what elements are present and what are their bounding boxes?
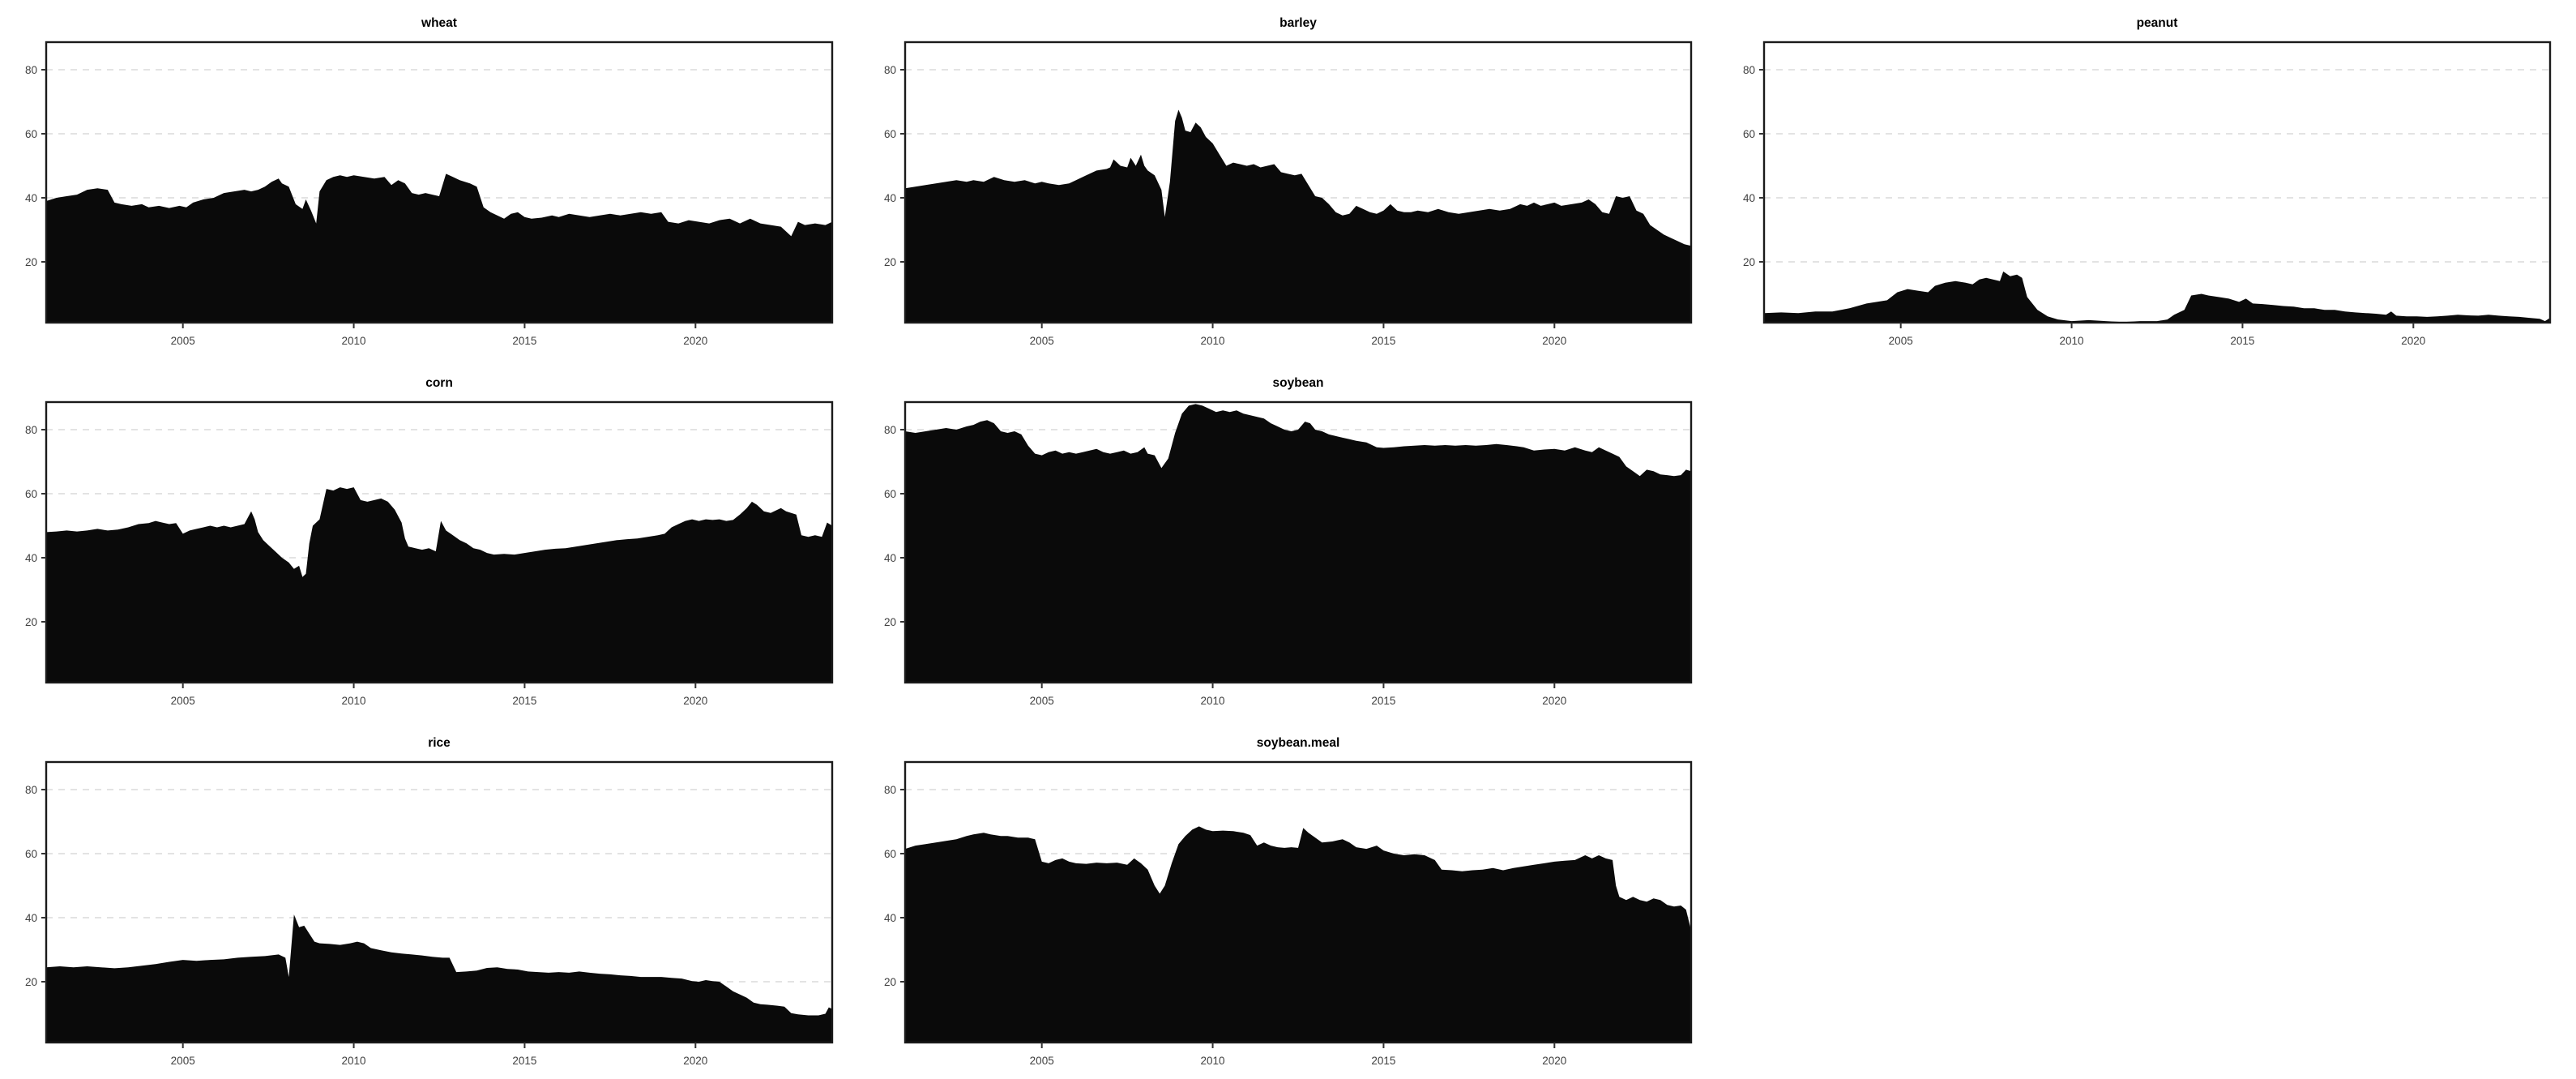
x-tick-label-2015: 2015 (1371, 335, 1395, 347)
area-series-corn (46, 487, 832, 683)
area-series-wheat (46, 173, 832, 323)
y-tick-label-20: 20 (1743, 256, 1755, 268)
y-tick-label-20: 20 (25, 976, 37, 988)
facet-corn: 20 40 60 80 2005 2010 2015 2020 corn (0, 360, 859, 720)
facet-title-wheat: wheat (421, 16, 457, 30)
y-tick-label-40: 40 (1743, 192, 1755, 204)
facet-barley: 20 40 60 80 2005 2010 2015 2020 barley (859, 0, 1718, 360)
y-tick-label-80: 80 (25, 424, 37, 436)
facet-title-soybean.meal: soybean.meal (1257, 736, 1340, 750)
panel-border (45, 400, 834, 684)
x-tick-label-2020: 2020 (1542, 335, 1566, 347)
area-series-soybean.meal (905, 826, 1691, 1043)
x-tick-label-2020: 2020 (683, 695, 707, 707)
panel-border (904, 760, 1693, 1044)
y-tick-label-40: 40 (884, 912, 896, 924)
x-tick-label-2020: 2020 (1542, 695, 1566, 707)
y-tick-label-20: 20 (884, 256, 896, 268)
x-tick-label-2020: 2020 (1542, 1055, 1566, 1067)
empty-cell (1718, 360, 2576, 720)
facet-title-soybean: soybean (1273, 376, 1324, 390)
y-tick-label-40: 40 (884, 192, 896, 204)
y-tick-label-80: 80 (884, 424, 896, 436)
y-tick-label-60: 60 (25, 848, 37, 860)
area-series-soybean (905, 404, 1691, 683)
facet-plot-soybean: 20 40 60 80 2005 2010 2015 2020 soybean (884, 376, 1693, 707)
facet-rice: 20 40 60 80 2005 2010 2015 2020 rice (0, 720, 859, 1079)
x-tick-label-2010: 2010 (342, 695, 366, 707)
facet-plot-barley: 20 40 60 80 2005 2010 2015 2020 barley (884, 16, 1693, 347)
x-tick-label-2010: 2010 (342, 1055, 366, 1067)
y-tick-label-20: 20 (884, 976, 896, 988)
x-tick-label-2015: 2015 (512, 695, 536, 707)
y-tick-label-60: 60 (884, 488, 896, 500)
x-tick-label-2005: 2005 (1030, 1055, 1054, 1067)
x-tick-label-2005: 2005 (171, 695, 195, 707)
facet-title-barley: barley (1279, 16, 1317, 30)
facet-title-corn: corn (425, 376, 453, 390)
x-tick-label-2010: 2010 (1201, 695, 1225, 707)
x-tick-label-2015: 2015 (2230, 335, 2254, 347)
panel-border (1762, 41, 2552, 324)
facet-plot-rice: 20 40 60 80 2005 2010 2015 2020 rice (25, 736, 834, 1067)
panel-border (904, 400, 1693, 684)
x-tick-label-2020: 2020 (683, 1055, 707, 1067)
y-tick-label-80: 80 (25, 784, 37, 796)
y-tick-label-60: 60 (25, 488, 37, 500)
area-series-barley (905, 109, 1691, 323)
area-series-rice (46, 914, 832, 1043)
y-tick-label-40: 40 (25, 912, 37, 924)
x-tick-label-2005: 2005 (171, 335, 195, 347)
y-tick-label-40: 40 (25, 192, 37, 204)
facet-title-rice: rice (428, 736, 451, 750)
y-tick-label-60: 60 (1743, 128, 1755, 140)
y-tick-label-40: 40 (884, 552, 896, 564)
x-tick-label-2005: 2005 (1889, 335, 1913, 347)
x-tick-label-2010: 2010 (342, 335, 366, 347)
y-tick-label-40: 40 (25, 552, 37, 564)
empty-cell (1718, 720, 2576, 1079)
x-tick-label-2015: 2015 (512, 335, 536, 347)
y-tick-label-80: 80 (884, 64, 896, 76)
facet-plot-wheat: 20 40 60 80 2005 2010 2015 2020 wheat (25, 16, 834, 347)
x-tick-label-2015: 2015 (1371, 1055, 1395, 1067)
x-tick-label-2005: 2005 (1030, 335, 1054, 347)
area-series-peanut (1764, 271, 2550, 323)
panel-border (45, 760, 834, 1044)
x-tick-label-2015: 2015 (512, 1055, 536, 1067)
facet-plot-soybean.meal: 20 40 60 80 2005 2010 2015 2020 soybean.meal (884, 736, 1693, 1067)
panel-border (45, 41, 834, 324)
y-tick-label-20: 20 (884, 616, 896, 628)
facet-plot-corn: 20 40 60 80 2005 2010 2015 2020 corn (25, 376, 834, 707)
x-tick-label-2020: 2020 (2401, 335, 2425, 347)
facet-wheat: 20 40 60 80 2005 2010 2015 2020 wheat (0, 0, 859, 360)
facet-soybean.meal: 20 40 60 80 2005 2010 2015 2020 soybean.meal (859, 720, 1718, 1079)
y-tick-label-60: 60 (884, 848, 896, 860)
x-tick-label-2010: 2010 (1201, 1055, 1225, 1067)
y-tick-label-20: 20 (25, 616, 37, 628)
facet-peanut: 20 40 60 80 2005 2010 2015 2020 peanut (1718, 0, 2576, 360)
facet-soybean: 20 40 60 80 2005 2010 2015 2020 soybean (859, 360, 1718, 720)
facet-plot-peanut: 20 40 60 80 2005 2010 2015 2020 peanut (1743, 16, 2552, 347)
y-tick-label-80: 80 (1743, 64, 1755, 76)
x-tick-label-2020: 2020 (683, 335, 707, 347)
y-tick-label-80: 80 (25, 64, 37, 76)
x-tick-label-2005: 2005 (1030, 695, 1054, 707)
facet-title-peanut: peanut (2137, 16, 2178, 30)
y-tick-label-80: 80 (884, 784, 896, 796)
x-tick-label-2015: 2015 (1371, 695, 1395, 707)
y-tick-label-60: 60 (25, 128, 37, 140)
x-tick-label-2010: 2010 (2060, 335, 2084, 347)
x-tick-label-2010: 2010 (1201, 335, 1225, 347)
y-tick-label-60: 60 (884, 128, 896, 140)
x-tick-label-2005: 2005 (171, 1055, 195, 1067)
y-tick-label-20: 20 (25, 256, 37, 268)
panel-border (904, 41, 1693, 324)
